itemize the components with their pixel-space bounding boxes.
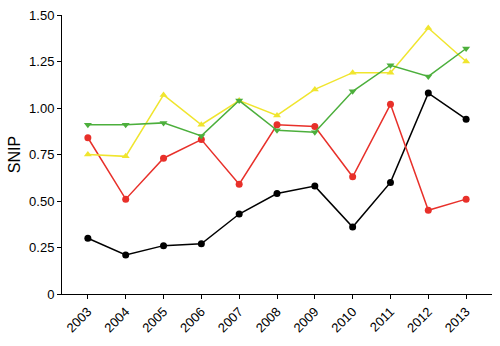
- svg-text:0.50: 0.50: [29, 194, 54, 209]
- svg-text:2006: 2006: [177, 304, 208, 335]
- svg-text:2005: 2005: [139, 304, 170, 335]
- svg-text:2007: 2007: [215, 304, 246, 335]
- svg-text:1.00: 1.00: [29, 101, 54, 116]
- svg-text:2010: 2010: [328, 304, 359, 335]
- svg-text:1.25: 1.25: [29, 54, 54, 69]
- svg-text:0.25: 0.25: [29, 240, 54, 255]
- svg-text:2012: 2012: [404, 304, 435, 335]
- svg-text:0: 0: [47, 287, 54, 302]
- svg-text:2009: 2009: [290, 304, 321, 335]
- svg-text:0.75: 0.75: [29, 147, 54, 162]
- svg-text:2003: 2003: [64, 304, 95, 335]
- svg-text:2013: 2013: [442, 304, 473, 335]
- svg-text:1.50: 1.50: [29, 8, 54, 23]
- svg-text:2011: 2011: [367, 304, 397, 334]
- svg-text:2004: 2004: [101, 304, 132, 335]
- svg-text:SNIP: SNIP: [6, 136, 23, 173]
- svg-text:2008: 2008: [253, 304, 284, 335]
